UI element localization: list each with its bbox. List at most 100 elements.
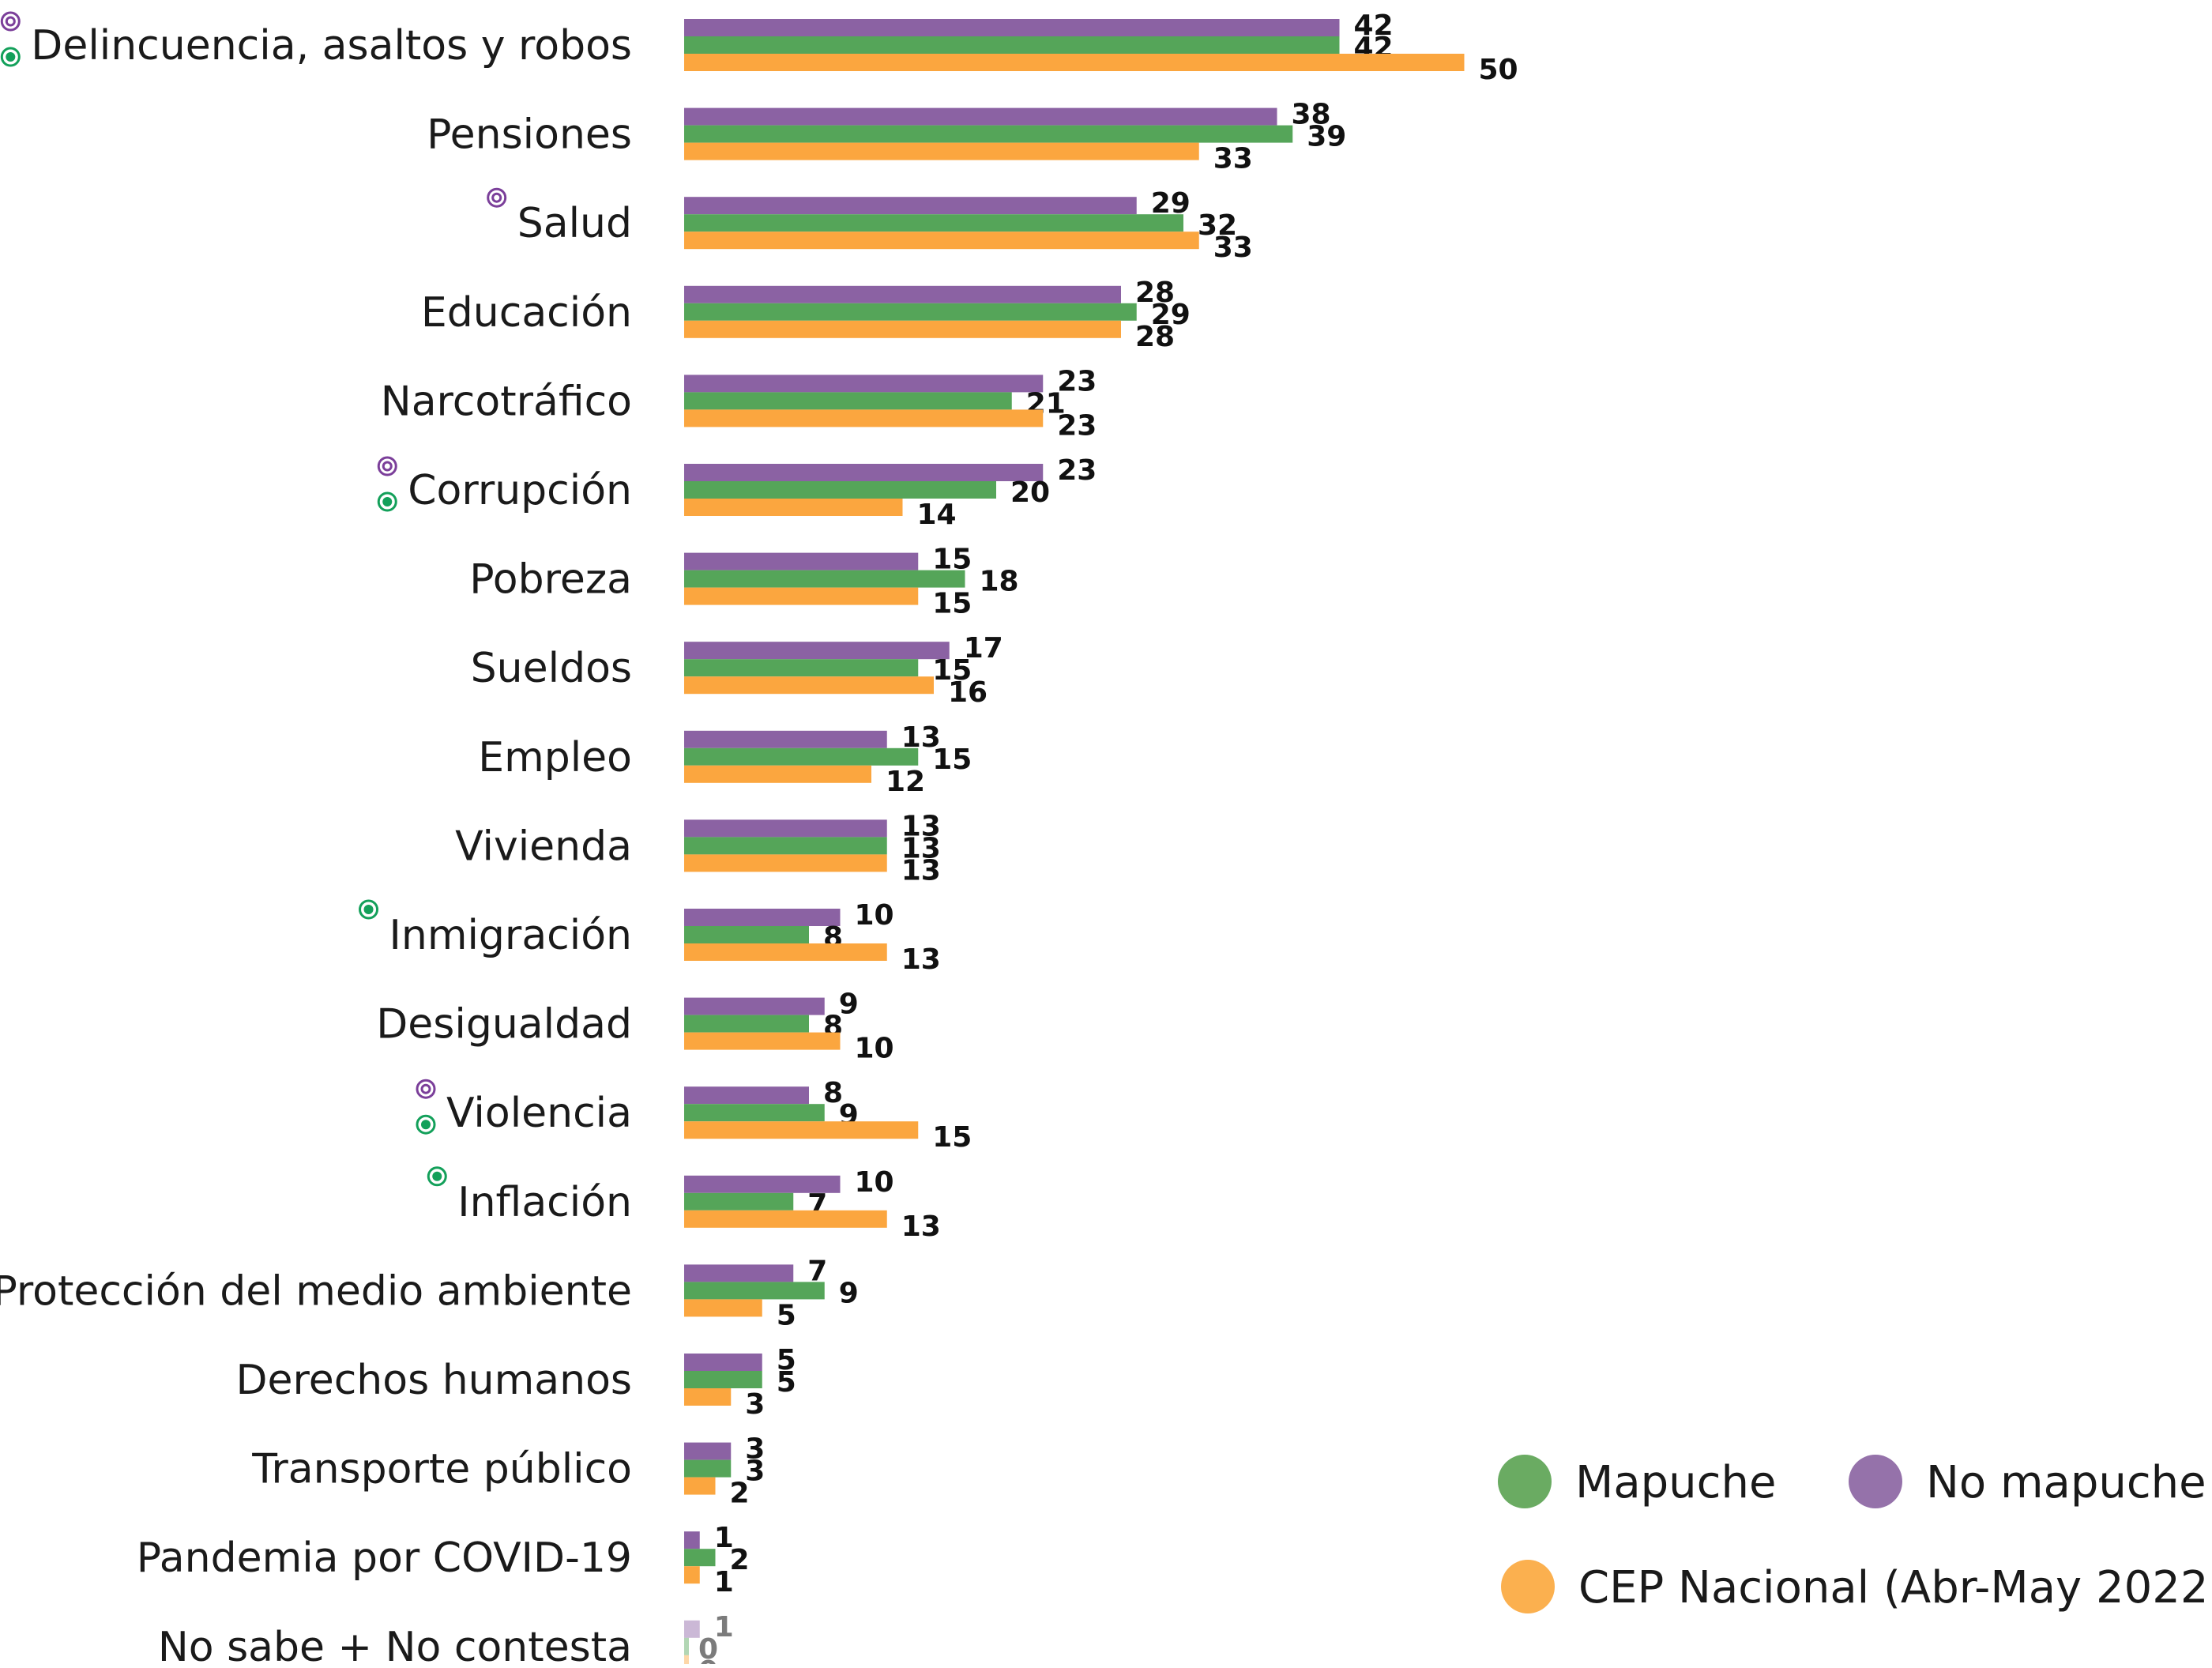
category-label: Violencia xyxy=(446,1090,632,1137)
value-label: 1 xyxy=(714,1522,734,1554)
value-label: 13 xyxy=(901,943,941,976)
bar-no-mapuche xyxy=(684,1354,762,1371)
bar-cep-nacional-abr-may-2022 xyxy=(684,1566,700,1584)
bar-no-mapuche xyxy=(684,285,1121,303)
value-label: 33 xyxy=(1213,232,1253,264)
value-label: 2 xyxy=(730,1478,750,1510)
category-group-pandemia-por-covid-19: Pandemia por COVID-19 121 xyxy=(137,1522,750,1598)
category-group-transporte-publico: Transporte público 332 xyxy=(251,1433,765,1510)
category-label: Desigualdad xyxy=(376,1001,632,1049)
legend-swatch xyxy=(1501,1560,1555,1613)
value-label: 38 xyxy=(1292,99,1331,131)
legend-label: CEP Nacional (Abr-May 2022) xyxy=(1578,1562,2212,1613)
bar-no-mapuche xyxy=(684,375,1044,393)
category-label: Empleo xyxy=(478,734,632,781)
mapuche-marker-dot-icon xyxy=(6,52,16,62)
legend-label: No mapuche xyxy=(1926,1457,2206,1508)
category-label: Narcotráfico xyxy=(381,378,632,425)
bar-mapuche xyxy=(684,1104,825,1122)
bar-cep-nacional-abr-may-2022 xyxy=(684,1299,762,1317)
category-label: Salud xyxy=(517,200,632,247)
bar-no-mapuche xyxy=(684,730,887,748)
value-label: 1 xyxy=(714,1566,734,1598)
value-label: 10 xyxy=(855,1033,894,1065)
value-label: 18 xyxy=(980,566,1019,598)
bar-mapuche xyxy=(684,36,1340,54)
no-mapuche-marker-icon xyxy=(487,187,507,208)
bar-no-mapuche xyxy=(684,1086,809,1105)
bar-no-mapuche xyxy=(684,1620,700,1638)
bar-mapuche xyxy=(684,1192,794,1211)
bar-no-mapuche xyxy=(684,197,1137,215)
bar-cep-nacional-abr-may-2022 xyxy=(684,765,871,783)
category-label: Transporte público xyxy=(251,1446,632,1493)
value-label: 28 xyxy=(1135,277,1175,309)
value-label: 15 xyxy=(932,744,972,776)
bar-mapuche xyxy=(684,659,919,677)
legend: Mapuche No mapuche CEP Nacional (Abr-May 2… xyxy=(1498,1455,2212,1613)
value-label: 17 xyxy=(964,632,1003,665)
value-label: 15 xyxy=(932,1121,972,1154)
bar-no-mapuche xyxy=(684,997,825,1015)
value-label: 0 xyxy=(698,1655,718,1664)
bar-cep-nacional-abr-may-2022 xyxy=(684,320,1121,338)
bar-mapuche xyxy=(684,1282,825,1300)
category-label: Pandemia por COVID-19 xyxy=(137,1534,632,1582)
bar-mapuche xyxy=(684,926,809,943)
category-label: Inflación xyxy=(457,1179,632,1226)
value-label: 23 xyxy=(1057,365,1097,397)
value-label: 9 xyxy=(839,988,859,1021)
value-label: 32 xyxy=(1198,209,1237,242)
bar-mapuche xyxy=(684,747,919,766)
value-label: 23 xyxy=(1057,454,1097,487)
category-label: Inmigración xyxy=(389,912,632,959)
value-label: 29 xyxy=(1151,299,1191,331)
value-label: 10 xyxy=(855,899,894,932)
category-label: No sabe + No contesta xyxy=(158,1624,632,1664)
category-label: Sueldos xyxy=(471,645,632,692)
bar-mapuche xyxy=(684,392,1012,410)
bar-cep-nacional-abr-may-2022 xyxy=(684,1210,887,1228)
value-label: 2 xyxy=(730,1544,750,1576)
value-label: 3 xyxy=(745,1433,765,1466)
mapuche-marker-dot-icon xyxy=(421,1120,431,1130)
legend-swatch xyxy=(1498,1455,1552,1508)
category-label: Delincuencia, asaltos y robos xyxy=(31,22,632,70)
bar-mapuche xyxy=(684,214,1183,232)
bar-cep-nacional-abr-may-2022 xyxy=(684,1032,841,1050)
no-mapuche-marker-icon xyxy=(416,1079,436,1099)
bar-cep-nacional-abr-may-2022 xyxy=(684,1655,689,1668)
no-mapuche-marker-inner-icon xyxy=(5,16,16,27)
bar-no-mapuche xyxy=(684,909,841,926)
bar-no-mapuche xyxy=(684,19,1340,36)
bar-mapuche xyxy=(684,125,1293,143)
value-label: 9 xyxy=(839,1277,859,1309)
value-label: 5 xyxy=(777,1299,796,1331)
bar-cep-nacional-abr-may-2022 xyxy=(684,409,1044,427)
value-label: 13 xyxy=(901,1211,941,1243)
value-label: 8 xyxy=(823,1077,843,1109)
category-label: Pobreza xyxy=(469,556,632,604)
bar-mapuche xyxy=(684,1371,762,1388)
bar-cep-nacional-abr-may-2022 xyxy=(684,1477,716,1495)
bar-no-mapuche xyxy=(684,1264,794,1282)
value-label: 20 xyxy=(1010,476,1050,509)
bar-mapuche xyxy=(684,303,1137,321)
category-label: Educación xyxy=(421,289,632,337)
category-label: Pensiones xyxy=(427,111,632,159)
mapuche-marker-dot-icon xyxy=(432,1171,442,1181)
category-group-proteccion-del-medio-ambiente: Protección del medio ambiente 795 xyxy=(0,1255,859,1331)
no-mapuche-marker-icon xyxy=(0,11,21,32)
